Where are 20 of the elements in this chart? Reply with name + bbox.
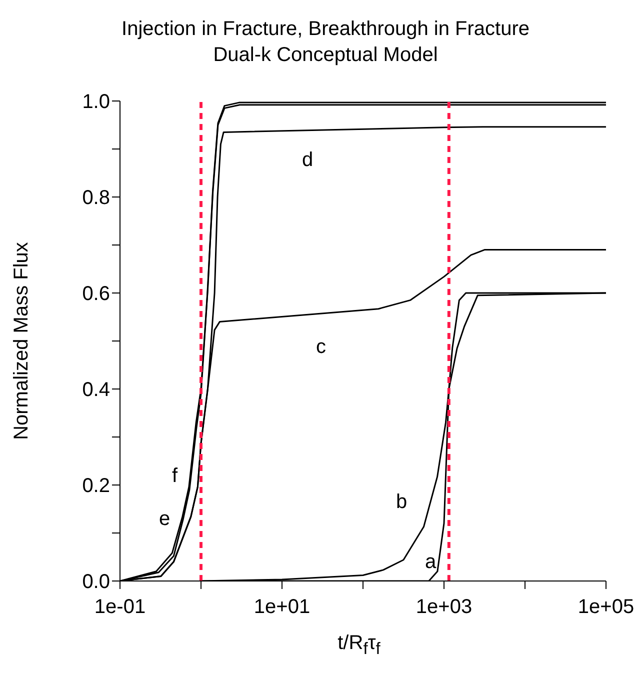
y-tick-label: 0.6 bbox=[82, 283, 110, 306]
x-tick-label: 1e+01 bbox=[254, 596, 310, 618]
chart-title: Injection in Fracture, Breakthrough in Fracture bbox=[120, 17, 530, 42]
y-tick-label: 0.4 bbox=[82, 379, 110, 402]
chart-subtitle: Dual-k Conceptual Model bbox=[212, 43, 439, 68]
annotation: b bbox=[396, 491, 408, 513]
x-tick-label: 1e+03 bbox=[416, 596, 472, 618]
y-tick-label: 0.8 bbox=[82, 187, 110, 210]
annotation: e bbox=[159, 508, 170, 530]
y-tick-label: 0.2 bbox=[82, 475, 110, 498]
annotation: a bbox=[425, 551, 436, 573]
annotation: f bbox=[172, 465, 178, 487]
x-tick-label: 1e+05 bbox=[578, 596, 634, 618]
y-tick-label: 1.0 bbox=[82, 91, 110, 114]
y-tick-label: 0.0 bbox=[82, 571, 110, 594]
x-tick-label: 1e-01 bbox=[94, 596, 146, 618]
annotation: c bbox=[316, 336, 326, 358]
x-axis-title: t/R$_{f}$τ$_{f}$ bbox=[338, 632, 380, 658]
annotation: d bbox=[302, 149, 314, 171]
y-axis-title: Normalized Mass Flux bbox=[10, 242, 34, 440]
